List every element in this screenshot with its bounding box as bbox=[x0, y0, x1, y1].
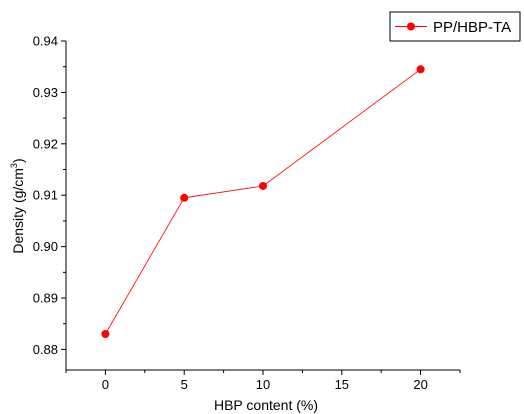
y-axis-title-sup: 3 bbox=[9, 163, 19, 168]
y-axis-title-end: ) bbox=[10, 158, 26, 163]
plot-axes bbox=[65, 41, 460, 371]
data-point bbox=[259, 181, 267, 190]
data-series bbox=[101, 65, 425, 339]
x-tick-label: 0 bbox=[102, 377, 109, 392]
y-axis-title: Density (g/cm3) bbox=[9, 158, 26, 253]
legend-frame bbox=[389, 11, 521, 42]
x-tick-label: 15 bbox=[335, 377, 349, 392]
legend-label: PP/HBP-TA bbox=[433, 19, 511, 36]
y-axis-title-main: Density (g/cm bbox=[10, 168, 26, 254]
legend: PP/HBP-TA bbox=[389, 11, 521, 42]
data-point bbox=[180, 193, 189, 202]
y-tick-label: 0.89 bbox=[33, 291, 58, 306]
y-tick-label: 0.93 bbox=[33, 85, 58, 100]
x-tick-label: 10 bbox=[256, 377, 270, 392]
legend-marker bbox=[407, 22, 415, 31]
data-point bbox=[416, 65, 425, 74]
axis-ticks: 0.88 0.89 0.90 0.91 0.92 0.93 0.94 0 5 10 15 20 bbox=[33, 34, 461, 392]
data-point bbox=[101, 330, 110, 339]
y-tick-label: 0.91 bbox=[33, 188, 58, 203]
series-line bbox=[105, 68, 421, 335]
y-tick-label: 0.94 bbox=[33, 34, 58, 49]
x-tick-label: 5 bbox=[181, 377, 188, 392]
x-tick-label: 20 bbox=[413, 377, 427, 392]
y-tick-label: 0.88 bbox=[33, 342, 58, 357]
y-tick-label: 0.92 bbox=[33, 136, 58, 151]
x-axis-title: HBP content (%) bbox=[214, 397, 318, 413]
y-tick-label: 0.90 bbox=[33, 239, 58, 254]
